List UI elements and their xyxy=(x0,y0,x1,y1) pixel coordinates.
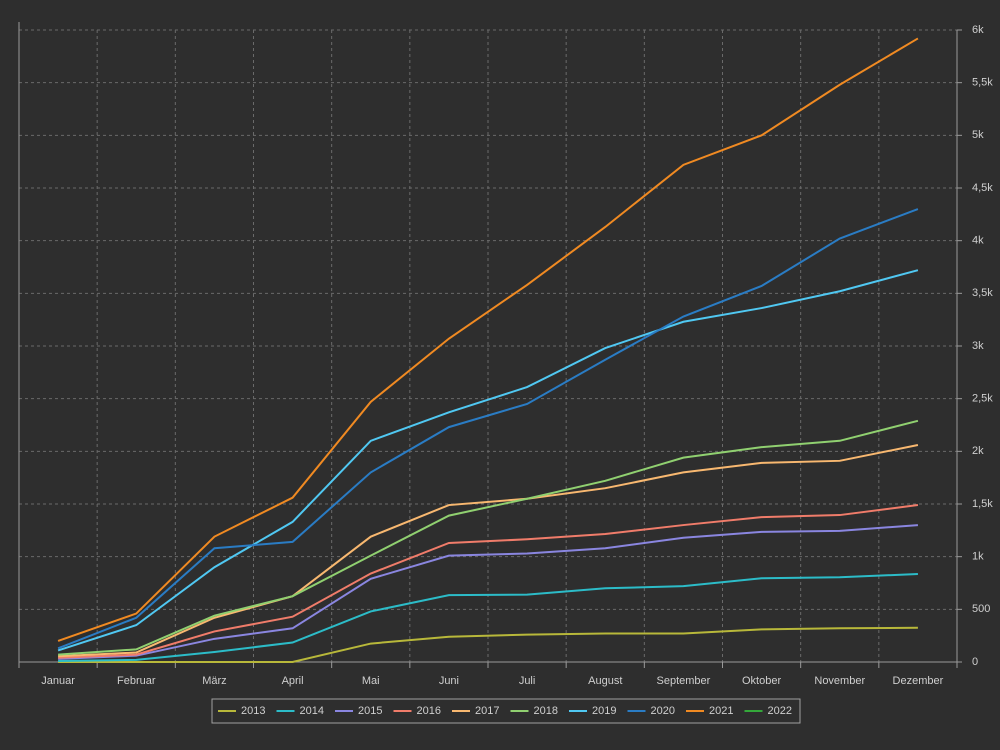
y-tick-label: 4k xyxy=(972,235,984,247)
x-tick-label: Januar xyxy=(41,675,75,687)
x-tick-label: Juni xyxy=(439,675,459,687)
x-tick-label: Dezember xyxy=(893,675,944,687)
y-tick-label: 3,5k xyxy=(972,287,993,299)
x-tick-label: Juli xyxy=(519,675,536,687)
x-tick-label: März xyxy=(202,675,226,687)
x-tick-label: April xyxy=(282,675,304,687)
legend-label: 2014 xyxy=(300,705,324,717)
x-tick-label: August xyxy=(588,675,622,687)
x-tick-label: September xyxy=(657,675,711,687)
x-tick-label: November xyxy=(814,675,865,687)
legend-label: 2022 xyxy=(768,705,792,717)
legend-label: 2018 xyxy=(534,705,558,717)
series-line xyxy=(58,444,919,658)
y-tick-label: 0 xyxy=(972,656,978,668)
y-tick-label: 6k xyxy=(972,24,984,36)
y-tick-label: 5k xyxy=(972,129,984,141)
series-line xyxy=(57,37,919,642)
series-line xyxy=(58,626,918,663)
y-tick-label: 4,5k xyxy=(972,182,993,194)
legend-box xyxy=(211,698,801,724)
series-line xyxy=(58,524,918,660)
legend-label: 2021 xyxy=(709,705,733,717)
series-line xyxy=(57,269,919,652)
legend-label: 2016 xyxy=(417,705,441,717)
legend-label: 2015 xyxy=(358,705,382,717)
legend-label: 2019 xyxy=(592,705,616,717)
y-tick-label: 3k xyxy=(972,340,984,352)
legend-label: 2017 xyxy=(475,705,499,717)
y-tick-label: 1,5k xyxy=(972,498,993,510)
legend-label: 2013 xyxy=(241,705,265,717)
series-line xyxy=(58,573,918,662)
series-line xyxy=(58,419,919,656)
x-tick-label: Februar xyxy=(117,675,156,687)
x-tick-label: Mai xyxy=(362,675,380,687)
legend-label: 2020 xyxy=(651,705,675,717)
y-tick-label: 2k xyxy=(972,445,984,457)
y-tick-label: 2,5k xyxy=(972,393,993,405)
y-tick-label: 500 xyxy=(972,603,990,615)
series-line xyxy=(57,208,919,650)
y-tick-label: 5,5k xyxy=(972,77,993,89)
x-tick-label: Oktober xyxy=(742,675,781,687)
series-line xyxy=(58,504,919,659)
y-tick-label: 1k xyxy=(972,551,984,563)
